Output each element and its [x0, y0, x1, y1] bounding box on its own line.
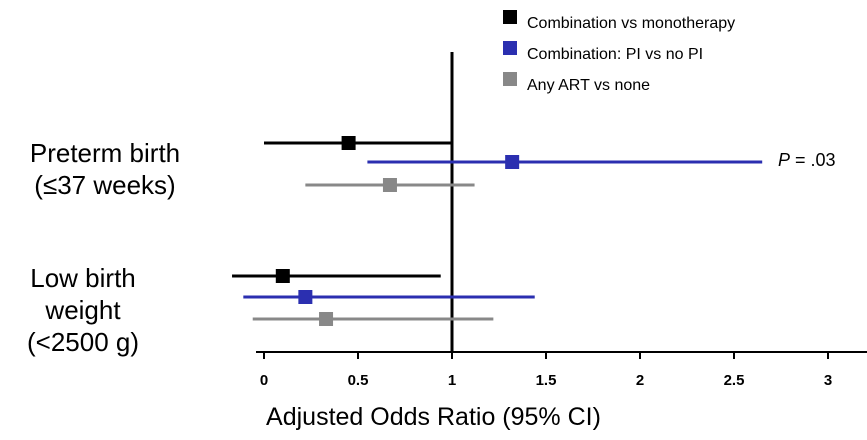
p-symbol: P — [778, 150, 791, 170]
category-label-line: Preterm birth — [29, 138, 181, 168]
legend-swatch — [503, 10, 517, 24]
point-estimate — [341, 136, 356, 150]
x-tick-label: 0.5 — [348, 372, 369, 389]
category-label-line: (<2500 g) — [26, 327, 140, 357]
category-label-lbw: Low birth weight (<2500 g) — [0, 262, 166, 358]
legend-item: Combination: PI vs no PI — [503, 39, 735, 70]
x-tick-label: 2.5 — [724, 372, 745, 389]
category-label-line: (≤37 weeks) — [34, 170, 176, 200]
legend-item: Any ART vs none — [503, 70, 735, 101]
category-label-preterm: Preterm birth (≤37 weeks) — [0, 137, 210, 201]
legend-swatch — [503, 41, 517, 55]
point-estimate — [382, 178, 397, 192]
legend-item: Combination vs monotherapy — [503, 8, 735, 39]
legend-label: Combination: PI vs no PI — [527, 46, 704, 63]
x-tick-label: 3 — [824, 372, 832, 389]
legend-label: Any ART vs none — [527, 77, 651, 94]
point-estimate — [275, 269, 290, 283]
legend-label: Combination vs monotherapy — [527, 15, 736, 32]
legend-swatch — [503, 72, 517, 86]
legend: Combination vs monotherapy Combination: … — [503, 8, 735, 101]
x-tick-label: 1 — [448, 372, 456, 389]
point-estimate — [298, 290, 313, 304]
x-tick-label: 0 — [260, 372, 268, 389]
point-estimate — [319, 312, 334, 326]
point-estimate — [505, 155, 520, 169]
x-tick-label: 1.5 — [536, 372, 557, 389]
x-tick-label: 2 — [636, 372, 644, 389]
x-axis-label: Adjusted Odds Ratio (95% CI) — [266, 403, 601, 431]
p-value-annotation: P = .03 — [778, 150, 836, 171]
category-label-line: Low birth — [30, 263, 136, 293]
p-value-text: = .03 — [790, 150, 836, 170]
category-label-line: weight — [45, 295, 121, 325]
